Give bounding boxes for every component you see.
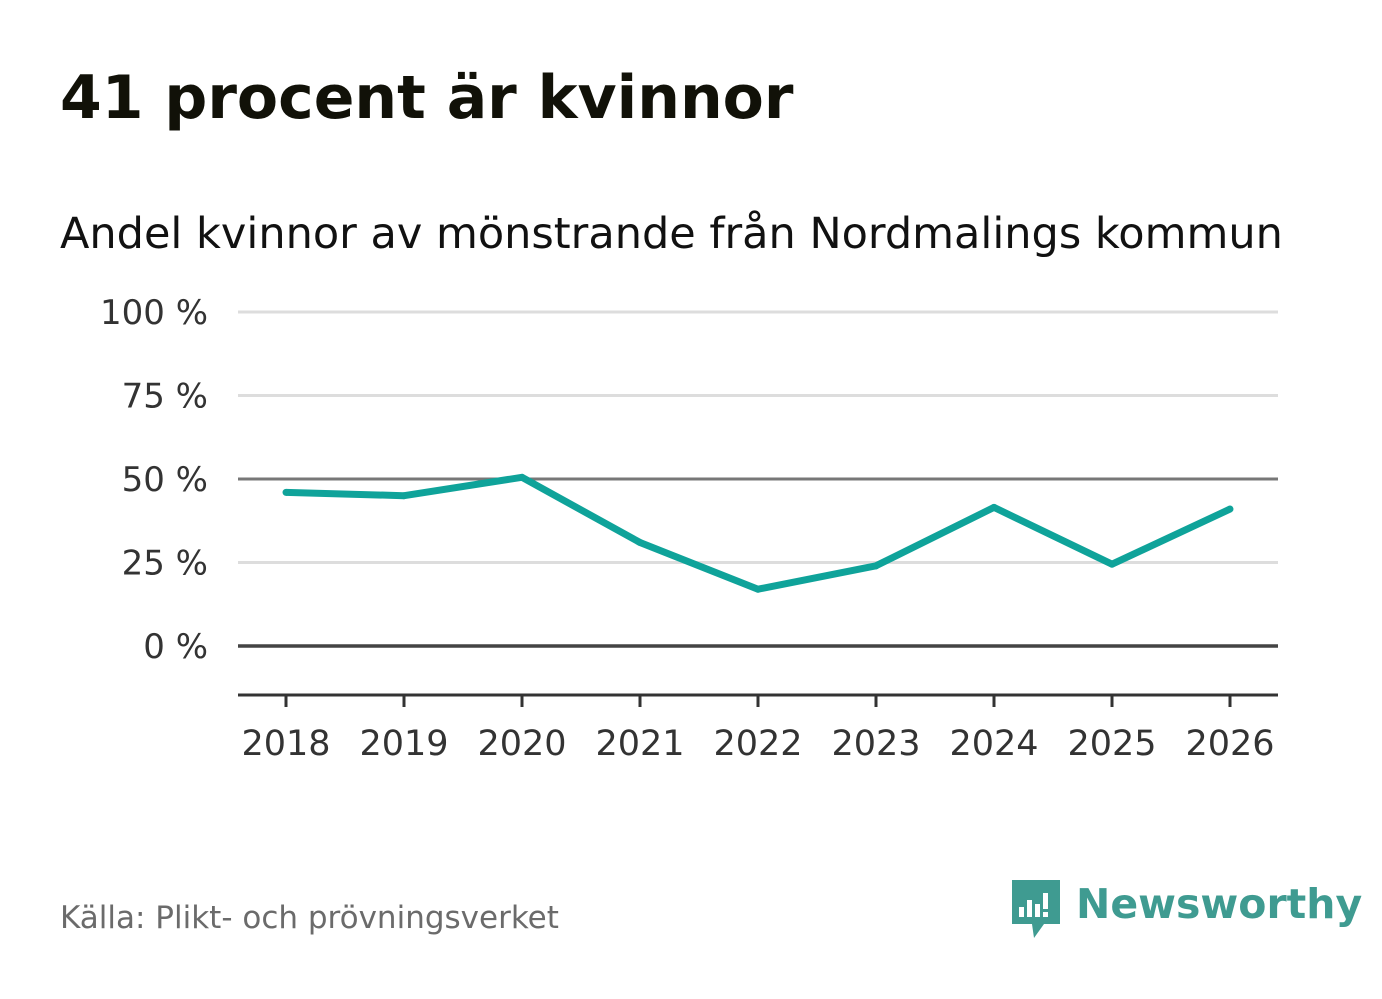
data-point <box>518 473 526 481</box>
chart-subtitle: Andel kvinnor av mönstrande från Nordmal… <box>60 209 1283 259</box>
data-point <box>872 562 880 570</box>
x-tick-label: 2021 <box>595 724 684 764</box>
y-tick-label: 75 % <box>122 377 208 417</box>
data-point <box>1108 560 1116 568</box>
y-tick-label: 0 % <box>143 627 208 667</box>
x-tick-label: 2018 <box>241 724 330 764</box>
x-tick-label: 2019 <box>359 724 448 764</box>
source-note: Källa: Plikt- och prövningsverket <box>60 900 559 936</box>
chart-title: 41 procent är kvinnor <box>60 63 794 133</box>
data-point <box>990 503 998 511</box>
data-point <box>754 585 762 593</box>
data-point <box>1226 505 1234 513</box>
data-point <box>400 492 408 500</box>
brand-logo: Newsworthy <box>1010 876 1362 940</box>
data-point <box>636 538 644 546</box>
newsworthy-logo-icon <box>1012 880 1060 938</box>
x-tick-label: 2024 <box>949 724 1038 764</box>
x-tick-label: 2023 <box>831 724 920 764</box>
x-tick-label: 2020 <box>477 724 566 764</box>
brand-name: Newsworthy <box>1076 880 1363 928</box>
data-point <box>282 488 290 496</box>
x-tick-label: 2026 <box>1185 724 1274 764</box>
x-tick-label: 2025 <box>1067 724 1156 764</box>
y-tick-label: 25 % <box>122 544 208 584</box>
y-tick-label: 50 % <box>122 460 208 500</box>
series-line <box>285 473 1232 593</box>
x-tick-label: 2022 <box>713 724 802 764</box>
y-tick-label: 100 % <box>100 293 208 333</box>
